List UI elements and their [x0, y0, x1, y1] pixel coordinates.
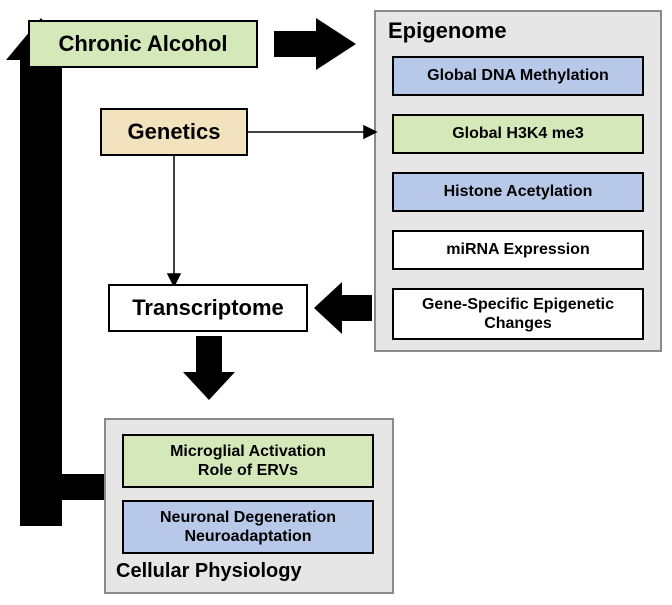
node-global-h3k4-me3: Global H3K4 me3	[392, 114, 644, 154]
arrow-epigenome-to-transcriptome	[314, 282, 372, 334]
node-gene-specific-epigenetic: Gene-Specific Epigenetic Changes	[392, 288, 644, 340]
arrow-transcriptome-to-cellular	[183, 336, 235, 400]
node-transcriptome: Transcriptome	[108, 284, 308, 332]
arrow-chronic-to-epigenome	[274, 18, 356, 70]
node-neuronal-degeneration: Neuronal Degeneration Neuroadaptation	[122, 500, 374, 554]
node-histone-acetylation: Histone Acetylation	[392, 172, 644, 212]
node-microglial-activation: Microglial Activation Role of ERVs	[122, 434, 374, 488]
epigenome-panel-title: Epigenome	[388, 18, 507, 44]
node-global-dna-methylation: Global DNA Methylation	[392, 56, 644, 96]
node-mirna-expression: miRNA Expression	[392, 230, 644, 270]
cellular-panel-title: Cellular Physiology	[116, 560, 302, 583]
node-chronic-alcohol: Chronic Alcohol	[28, 20, 258, 68]
arrow-genetics-to-epigenome	[248, 126, 376, 138]
node-genetics: Genetics	[100, 108, 248, 156]
arrow-cellular-to-chronic	[6, 18, 104, 526]
arrow-genetics-to-transcriptome	[168, 156, 180, 286]
